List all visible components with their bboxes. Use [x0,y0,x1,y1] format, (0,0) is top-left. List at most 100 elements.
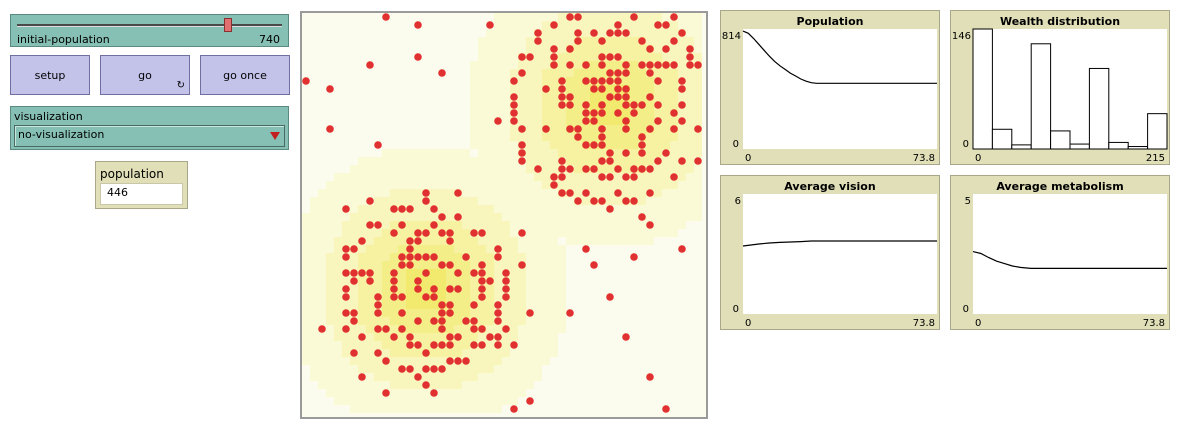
histogram-bar [1011,144,1032,150]
turtle [614,85,622,93]
turtle [678,29,686,37]
turtle [598,109,606,117]
turtle [590,141,598,149]
turtle [326,125,334,133]
turtle [422,229,430,237]
turtle [598,61,606,69]
turtle [446,261,454,269]
turtle [422,381,430,389]
turtle [422,349,430,357]
turtle [470,341,478,349]
turtle [598,85,606,93]
visualization-chooser[interactable]: visualization no-visualization [10,106,289,150]
turtle [662,149,670,157]
turtle [366,277,374,285]
turtle [622,29,630,37]
initial-population-slider[interactable]: initial-population 740 [10,14,289,47]
turtle [470,269,478,277]
turtle [606,173,614,181]
turtle [406,261,414,269]
turtle [510,405,518,413]
turtle [502,277,510,285]
go-button[interactable]: go ↻ [100,55,190,95]
y-min-label: 0 [733,139,739,150]
turtle [622,61,630,69]
turtle [606,93,614,101]
turtle [654,77,662,85]
turtle [518,149,526,157]
turtle [590,261,598,269]
turtle [590,29,598,37]
turtle [590,77,598,85]
turtle [438,229,446,237]
chooser-select[interactable]: no-visualization [14,125,285,147]
dropdown-arrow-icon[interactable] [270,132,280,140]
world-view[interactable] [300,11,708,419]
plot-title: Population [796,15,864,28]
turtle [606,29,614,37]
turtle [678,85,686,93]
turtle [342,269,350,277]
turtle [502,269,510,277]
turtle [638,165,646,173]
turtle [590,197,598,205]
turtle [374,141,382,149]
turtle [694,61,702,69]
turtle [646,221,654,229]
turtle [622,117,630,125]
turtle [454,189,462,197]
turtle [526,53,534,61]
turtle [606,53,614,61]
turtle [614,69,622,77]
monitor-value: 446 [107,186,128,199]
turtle [406,365,414,373]
turtle [406,333,414,341]
turtle [558,189,566,197]
turtle [638,133,646,141]
y-max-label: 6 [735,196,741,207]
turtle [614,109,622,117]
slider-thumb[interactable] [224,18,233,32]
turtle [510,109,518,117]
histogram-bar [1069,143,1090,150]
turtle [622,197,630,205]
turtle [390,205,398,213]
turtle [358,373,366,381]
setup-button[interactable]: setup [10,55,90,95]
turtle [478,229,486,237]
turtle [518,69,526,77]
turtle [630,109,638,117]
turtle [398,221,406,229]
turtle [494,301,502,309]
forever-loop-icon: ↻ [176,80,185,91]
turtle [526,309,534,317]
turtle [670,109,678,117]
turtle [534,165,542,173]
turtle [678,101,686,109]
turtle [678,117,686,125]
turtle [550,45,558,53]
turtle [582,101,590,109]
turtle [406,245,414,253]
histogram-bar [1108,141,1129,150]
x-max-label: 73.8 [1143,318,1165,329]
turtle [342,293,350,301]
slider-track[interactable] [17,24,282,27]
turtle [646,61,654,69]
histogram-bar [991,128,1013,150]
setup-button-label: setup [34,68,66,82]
monitor-value-box: 446 [100,183,183,205]
turtle [598,101,606,109]
turtle [542,85,550,93]
turtle [694,125,702,133]
turtle [462,253,470,261]
go-once-button[interactable]: go once [200,55,290,95]
turtle [550,181,558,189]
turtle [622,149,630,157]
turtle [446,237,454,245]
turtle [582,117,590,125]
turtle [414,277,422,285]
turtle [430,221,438,229]
turtle [462,317,470,325]
turtle [662,61,670,69]
